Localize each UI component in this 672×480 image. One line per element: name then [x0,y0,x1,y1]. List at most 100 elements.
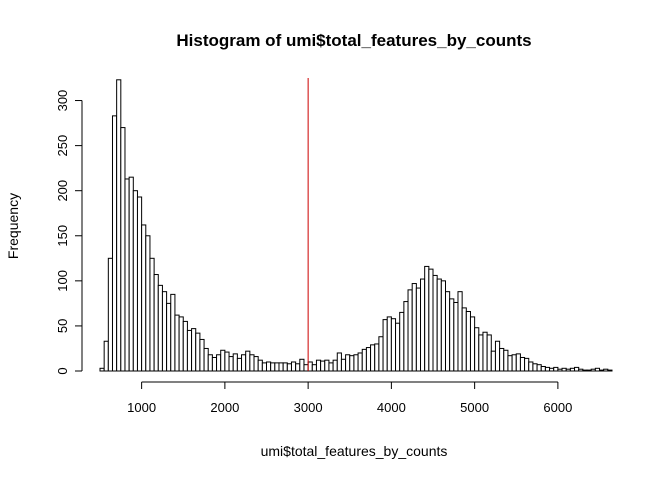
histogram-bar [261,362,268,372]
histogram-bar [482,331,488,372]
histogram-bar [111,115,118,372]
histogram-bar [295,363,301,372]
histogram-bar [116,79,122,372]
histogram-bar [286,363,292,372]
y-tick-label: 250 [55,135,70,157]
histogram-bar [290,361,297,372]
histogram-bar [303,364,309,372]
histogram-bar [216,354,222,372]
histogram-bar [266,361,272,372]
histogram-bar [228,356,234,372]
histogram-bar [399,311,405,372]
histogram-bar [578,368,584,372]
histogram-bar [224,351,230,372]
histogram-bar [120,127,126,372]
y-axis: 0 50 100 150 200 250 300 [55,90,83,375]
histogram-bar [503,349,509,372]
histogram-bar [440,280,446,372]
histogram-bar [524,357,530,372]
histogram-bar [407,289,413,372]
histogram-bar [565,368,571,372]
histogram-bar [465,310,471,372]
histogram-bar [599,369,605,372]
histogram-bar [569,367,576,372]
y-axis-label: Frequency [5,193,21,259]
histogram-bar [357,352,363,372]
histogram-bar [311,364,317,372]
histogram-bar [107,257,113,372]
x-axis-label: umi$total_features_by_counts [261,443,448,459]
histogram-bar [549,367,555,372]
histogram-bar [207,354,213,372]
histogram-bar [424,265,430,372]
histogram-bar [490,350,496,372]
histogram-bar [449,298,455,372]
histogram-bar [428,268,434,372]
histogram-bar [365,347,372,372]
chart-title: Histogram of umi$total_features_by_count… [176,31,531,50]
histogram-bar [586,369,592,372]
histogram-bar [253,356,259,372]
histogram-bar [353,354,359,372]
histogram-bar [141,224,147,372]
histogram-bar [195,332,201,372]
histogram-bar [378,336,384,372]
histogram-bar [557,368,563,372]
histogram-bar [594,367,601,372]
histogram-bar [370,344,376,372]
y-tick-label: 100 [55,270,70,292]
histogram-bar [249,354,255,372]
histogram-bar [511,354,517,372]
histogram-bar [582,369,588,372]
histogram-bar [544,366,551,372]
histogram-bar [349,355,355,372]
histogram-bar [540,365,546,372]
y-tick-label: 300 [55,90,70,112]
histogram-bar [324,359,330,372]
histogram-bar [536,364,542,372]
histogram-bar [315,359,322,372]
histogram-bar [519,356,526,372]
histogram-bar [132,190,138,372]
histogram-bar [444,291,451,372]
histogram-bar [182,320,188,372]
histogram-bar [607,369,613,372]
histogram-bar [191,328,197,372]
histogram-bar [415,287,422,372]
histogram-bar [515,353,521,372]
y-tick-label: 0 [55,367,70,374]
x-axis: 1000 2000 3000 4000 5000 6000 [127,381,572,415]
histogram-bar [178,316,184,372]
histogram-bar [395,322,401,372]
x-tick-label: 1000 [127,400,156,415]
histogram-bar [457,291,463,372]
y-tick-label: 50 [55,319,70,333]
histogram-bar [390,318,397,372]
histogram-bar [274,362,280,372]
x-tick-label: 6000 [543,400,572,415]
histogram-bar [166,302,172,372]
histogram-bar [574,366,580,372]
histogram-bar [320,360,326,372]
histogram-bar [403,301,409,372]
y-tick-label: 150 [55,225,70,247]
histogram-bar [199,338,205,372]
histogram-bar [561,367,567,372]
histogram-bars [99,79,613,372]
histogram-bar [461,307,467,372]
x-tick-label: 3000 [294,400,323,415]
histogram-bar [532,363,538,372]
histogram-bar [153,274,159,372]
histogram-bar [474,327,480,372]
histogram-bar [374,343,380,372]
histogram-bar [386,316,392,372]
histogram-bar [241,354,247,372]
histogram-bar [332,359,338,372]
y-tick-label: 200 [55,180,70,202]
histogram-bar [499,347,505,372]
histogram-bar [420,278,426,372]
histogram-bar [278,362,284,372]
histogram-bar [603,368,609,372]
x-tick-label: 2000 [210,400,239,415]
